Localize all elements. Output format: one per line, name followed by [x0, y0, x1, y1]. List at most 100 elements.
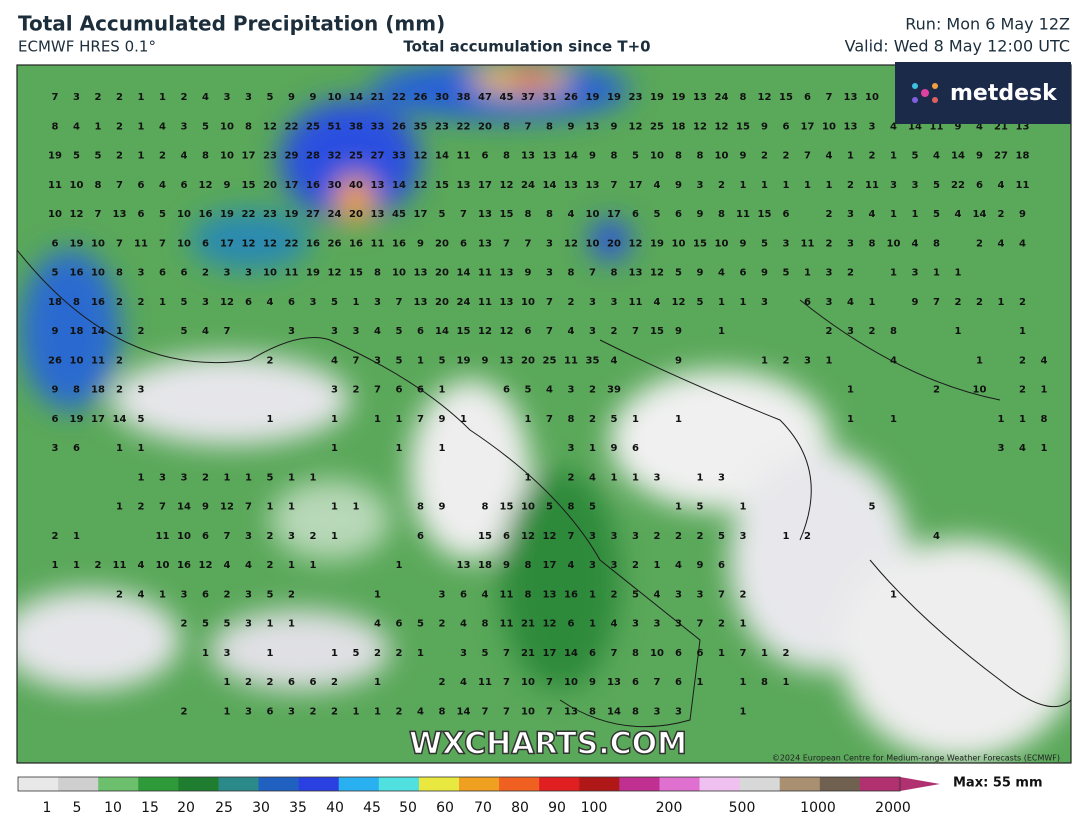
grid-value: 4	[73, 121, 80, 132]
grid-value: 9	[439, 414, 446, 425]
grid-value: 4	[955, 209, 962, 220]
grid-value: 7	[740, 648, 747, 659]
grid-value: 17	[543, 648, 557, 659]
grid-value: 14	[392, 180, 406, 191]
grid-value: 23	[435, 121, 449, 132]
grid-value: 2	[95, 92, 102, 103]
grid-value: 5	[933, 209, 940, 220]
grid-value: 7	[933, 297, 940, 308]
grid-value: 2	[568, 297, 575, 308]
grid-value: 1	[439, 385, 446, 396]
grid-value: 5	[224, 619, 231, 630]
grid-value: 4	[611, 355, 618, 366]
grid-value: 2	[310, 706, 317, 717]
colorbar-segment	[178, 777, 219, 791]
grid-value: 10	[650, 648, 664, 659]
grid-value: 15	[478, 531, 492, 542]
grid-value: 1	[202, 648, 209, 659]
grid-value: 4	[138, 560, 145, 571]
grid-value: 1	[288, 472, 295, 483]
grid-value: 2	[181, 92, 188, 103]
grid-value: 27	[994, 151, 1008, 162]
grid-value: 4	[568, 209, 575, 220]
grid-value: 3	[245, 706, 252, 717]
grid-value: 3	[718, 472, 725, 483]
grid-value: 1	[138, 472, 145, 483]
grid-value: 5	[869, 502, 876, 513]
grid-value: 2	[52, 531, 59, 542]
grid-value: 14	[435, 326, 449, 337]
grid-value: 2	[933, 385, 940, 396]
grid-value: 1	[224, 706, 231, 717]
grid-value: 6	[73, 443, 80, 454]
grid-value: 18	[1016, 151, 1030, 162]
grid-value: 3	[288, 706, 295, 717]
grid-value: 2	[611, 326, 618, 337]
grid-value: 4	[331, 355, 338, 366]
grid-value: 4	[869, 209, 876, 220]
grid-value: 2	[632, 560, 639, 571]
grid-value: 8	[116, 268, 123, 279]
grid-value: 1	[138, 443, 145, 454]
grid-value: 1	[847, 151, 854, 162]
grid-value: 4	[202, 92, 209, 103]
grid-value: 4	[202, 326, 209, 337]
grid-value: 11	[48, 180, 62, 191]
grid-value: 3	[675, 619, 682, 630]
grid-value: 11	[629, 297, 643, 308]
grid-value: 7	[503, 706, 510, 717]
grid-value: 22	[285, 238, 299, 249]
grid-value: 7	[546, 297, 553, 308]
logo-text: metdesk	[950, 81, 1058, 106]
grid-value: 13	[371, 209, 385, 220]
colorbar-segment	[58, 777, 99, 791]
colorbar-tick-label: 50	[399, 800, 417, 816]
grid-value: 3	[589, 531, 596, 542]
grid-value: 2	[568, 472, 575, 483]
grid-value: 11	[564, 355, 578, 366]
grid-value: 1	[740, 502, 747, 513]
grid-value: 3	[783, 238, 790, 249]
grid-value: 6	[138, 209, 145, 220]
grid-value: 4	[654, 297, 661, 308]
grid-value: 11	[865, 180, 879, 191]
grid-value: 20	[521, 355, 535, 366]
grid-value: 33	[392, 151, 406, 162]
grid-value: 15	[758, 209, 772, 220]
grid-value: 1	[890, 414, 897, 425]
grid-value: 2	[589, 385, 596, 396]
grid-value: 2	[396, 706, 403, 717]
grid-value: 3	[181, 589, 188, 600]
grid-value: 6	[525, 326, 532, 337]
grid-value: 3	[546, 268, 553, 279]
grid-value: 2	[847, 268, 854, 279]
grid-value: 9	[288, 92, 295, 103]
grid-value: 7	[224, 326, 231, 337]
grid-value: 15	[500, 209, 514, 220]
grid-value: 16	[306, 180, 320, 191]
grid-value: 8	[546, 121, 553, 132]
grid-value: 8	[374, 268, 381, 279]
grid-value: 6	[202, 531, 209, 542]
grid-value: 5	[181, 326, 188, 337]
grid-value: 1	[826, 355, 833, 366]
grid-value: 2	[267, 531, 274, 542]
grid-value: 11	[134, 238, 148, 249]
grid-value: 2	[116, 589, 123, 600]
grid-value: 12	[543, 531, 557, 542]
grid-value: 3	[353, 326, 360, 337]
grid-value: 7	[568, 531, 575, 542]
grid-value: 6	[460, 238, 467, 249]
grid-value: 1	[611, 472, 618, 483]
grid-value: 17	[91, 414, 105, 425]
grid-value: 47	[478, 92, 492, 103]
grid-value: 3	[611, 560, 618, 571]
grid-value: 3	[847, 209, 854, 220]
grid-value: 8	[525, 589, 532, 600]
grid-value: 9	[439, 502, 446, 513]
grid-value: 9	[675, 326, 682, 337]
grid-value: 8	[525, 209, 532, 220]
grid-value: 3	[159, 472, 166, 483]
grid-value: 4	[890, 121, 897, 132]
